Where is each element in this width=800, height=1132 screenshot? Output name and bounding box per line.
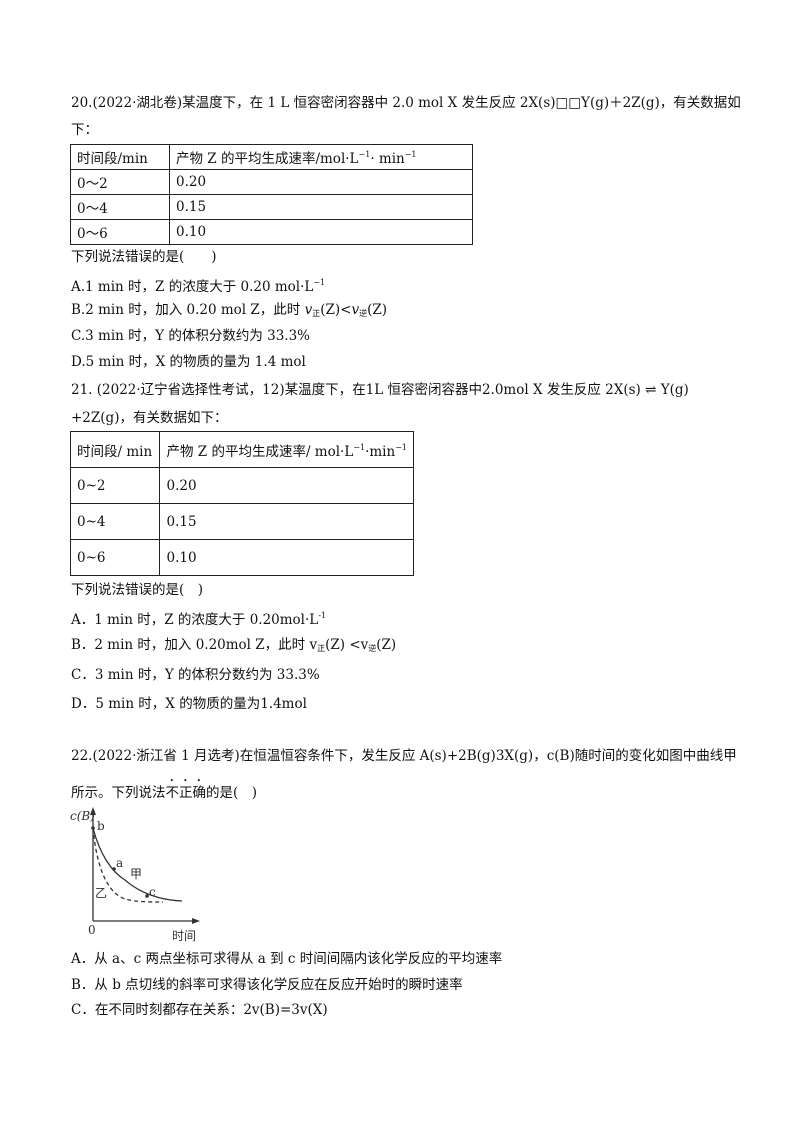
origin-label: 0 (88, 923, 96, 937)
curve-yi (92, 827, 164, 903)
q21-data-table: 时间段/ min 产物 Z 的平均生成速率/ mol·L−1·min−1 0~2… (69, 431, 414, 576)
q21-option-b: B．2 min 时，加入 0.20mol Z，此时 v正(Z) <v逆(Z) (71, 637, 397, 653)
table-row: 0~6 0.10 (69, 539, 414, 576)
q20-option-a: A.1 min 时，Z 的浓度大于 0.20 mol·L−1 (71, 278, 326, 295)
table-row: 0~4 0.15 (69, 503, 414, 540)
cell: 0～2 (70, 169, 170, 195)
header-cell: 时间段/min (70, 144, 170, 170)
cell: 0.10 (169, 219, 473, 245)
emphasized-text: 不正确 (165, 785, 207, 801)
point-c (145, 894, 149, 898)
point-a (112, 867, 116, 871)
table-row: 0～6 0.10 (70, 219, 473, 245)
q22-stem-line2: 所示。下列说法不正确的是( ) (71, 785, 258, 801)
point-label-b: b (97, 819, 105, 833)
point-label-c: c (149, 885, 156, 899)
curve-label-yi: 乙 (95, 886, 107, 900)
q21-stem-line2: +2Z(g)，有关数据如下： (71, 410, 228, 426)
q21-question: 下列说法错误的是( ) (71, 582, 204, 598)
q21-option-a: A．1 min 时，Z 的浓度大于 0.20mol·L-1 (71, 611, 327, 628)
curve-jia (92, 827, 183, 902)
cell: 0~6 (69, 539, 161, 576)
table-row: 0~2 0.20 (69, 467, 414, 504)
table-header-row: 时间段/ min 产物 Z 的平均生成速率/ mol·L−1·min−1 (69, 431, 414, 468)
q20-question: 下列说法错误的是( ) (71, 249, 217, 265)
point-label-a: a (116, 856, 123, 870)
q20-option-d: D.5 min 时，X 的物质的量为 1.4 mol (71, 354, 306, 370)
cell: 0～6 (70, 219, 170, 245)
q20-stem-line2: 下： (71, 122, 98, 138)
q21-stem-line1: 21. (2022·辽宁省选择性考试，12)某温度下，在1L 恒容密闭容器中2.… (71, 382, 689, 398)
q22-stem-line1: 22.(2022·浙江省 1 月选考)在恒温恒容条件下，发生反应 A(s)+2B… (71, 748, 737, 764)
cell: 0.20 (159, 467, 414, 504)
x-axis-arrow (192, 918, 200, 924)
header-cell: 产物 Z 的平均生成速率/ mol·L−1·min−1 (159, 431, 414, 468)
q22-option-b: B．从 b 点切线的斜率可求得该化学反应在反应开始时的瞬时速率 (71, 977, 463, 993)
point-b (91, 826, 95, 830)
cell: 0~2 (69, 467, 161, 504)
q20-stem-line1: 20.(2022·湖北卷)某温度下，在 1 L 恒容密闭容器中 2.0 mol … (71, 95, 741, 111)
q21-option-c: C．3 min 时，Y 的体积分数约为 33.3% (71, 667, 320, 683)
q20-data-table: 时间段/min 产物 Z 的平均生成速率/mol·L−1· min−1 0～2 0… (70, 144, 473, 245)
y-axis-label: c(B) (70, 809, 95, 823)
q22-option-a: A．从 a、c 两点坐标可求得从 a 到 c 时间间隔内该化学反应的平均速率 (71, 951, 503, 967)
q22-option-c: C．在不同时刻都存在关系：2v(B)=3v(X) (71, 1002, 328, 1018)
x-axis-label: 时间 (172, 929, 196, 943)
q20-option-b: B.2 min 时，加入 0.20 mol Z，此时 v正(Z)<v逆(Z) (71, 302, 387, 318)
q20-option-c: C.3 min 时，Y 的体积分数约为 33.3% (71, 328, 311, 344)
q21-option-d: D．5 min 时，X 的物质的量为1.4mol (71, 696, 307, 712)
y-axis-arrow (90, 807, 96, 815)
curve-label-jia: 甲 (130, 867, 142, 881)
cell: 0.10 (159, 539, 414, 576)
cell: 0.15 (159, 503, 414, 540)
